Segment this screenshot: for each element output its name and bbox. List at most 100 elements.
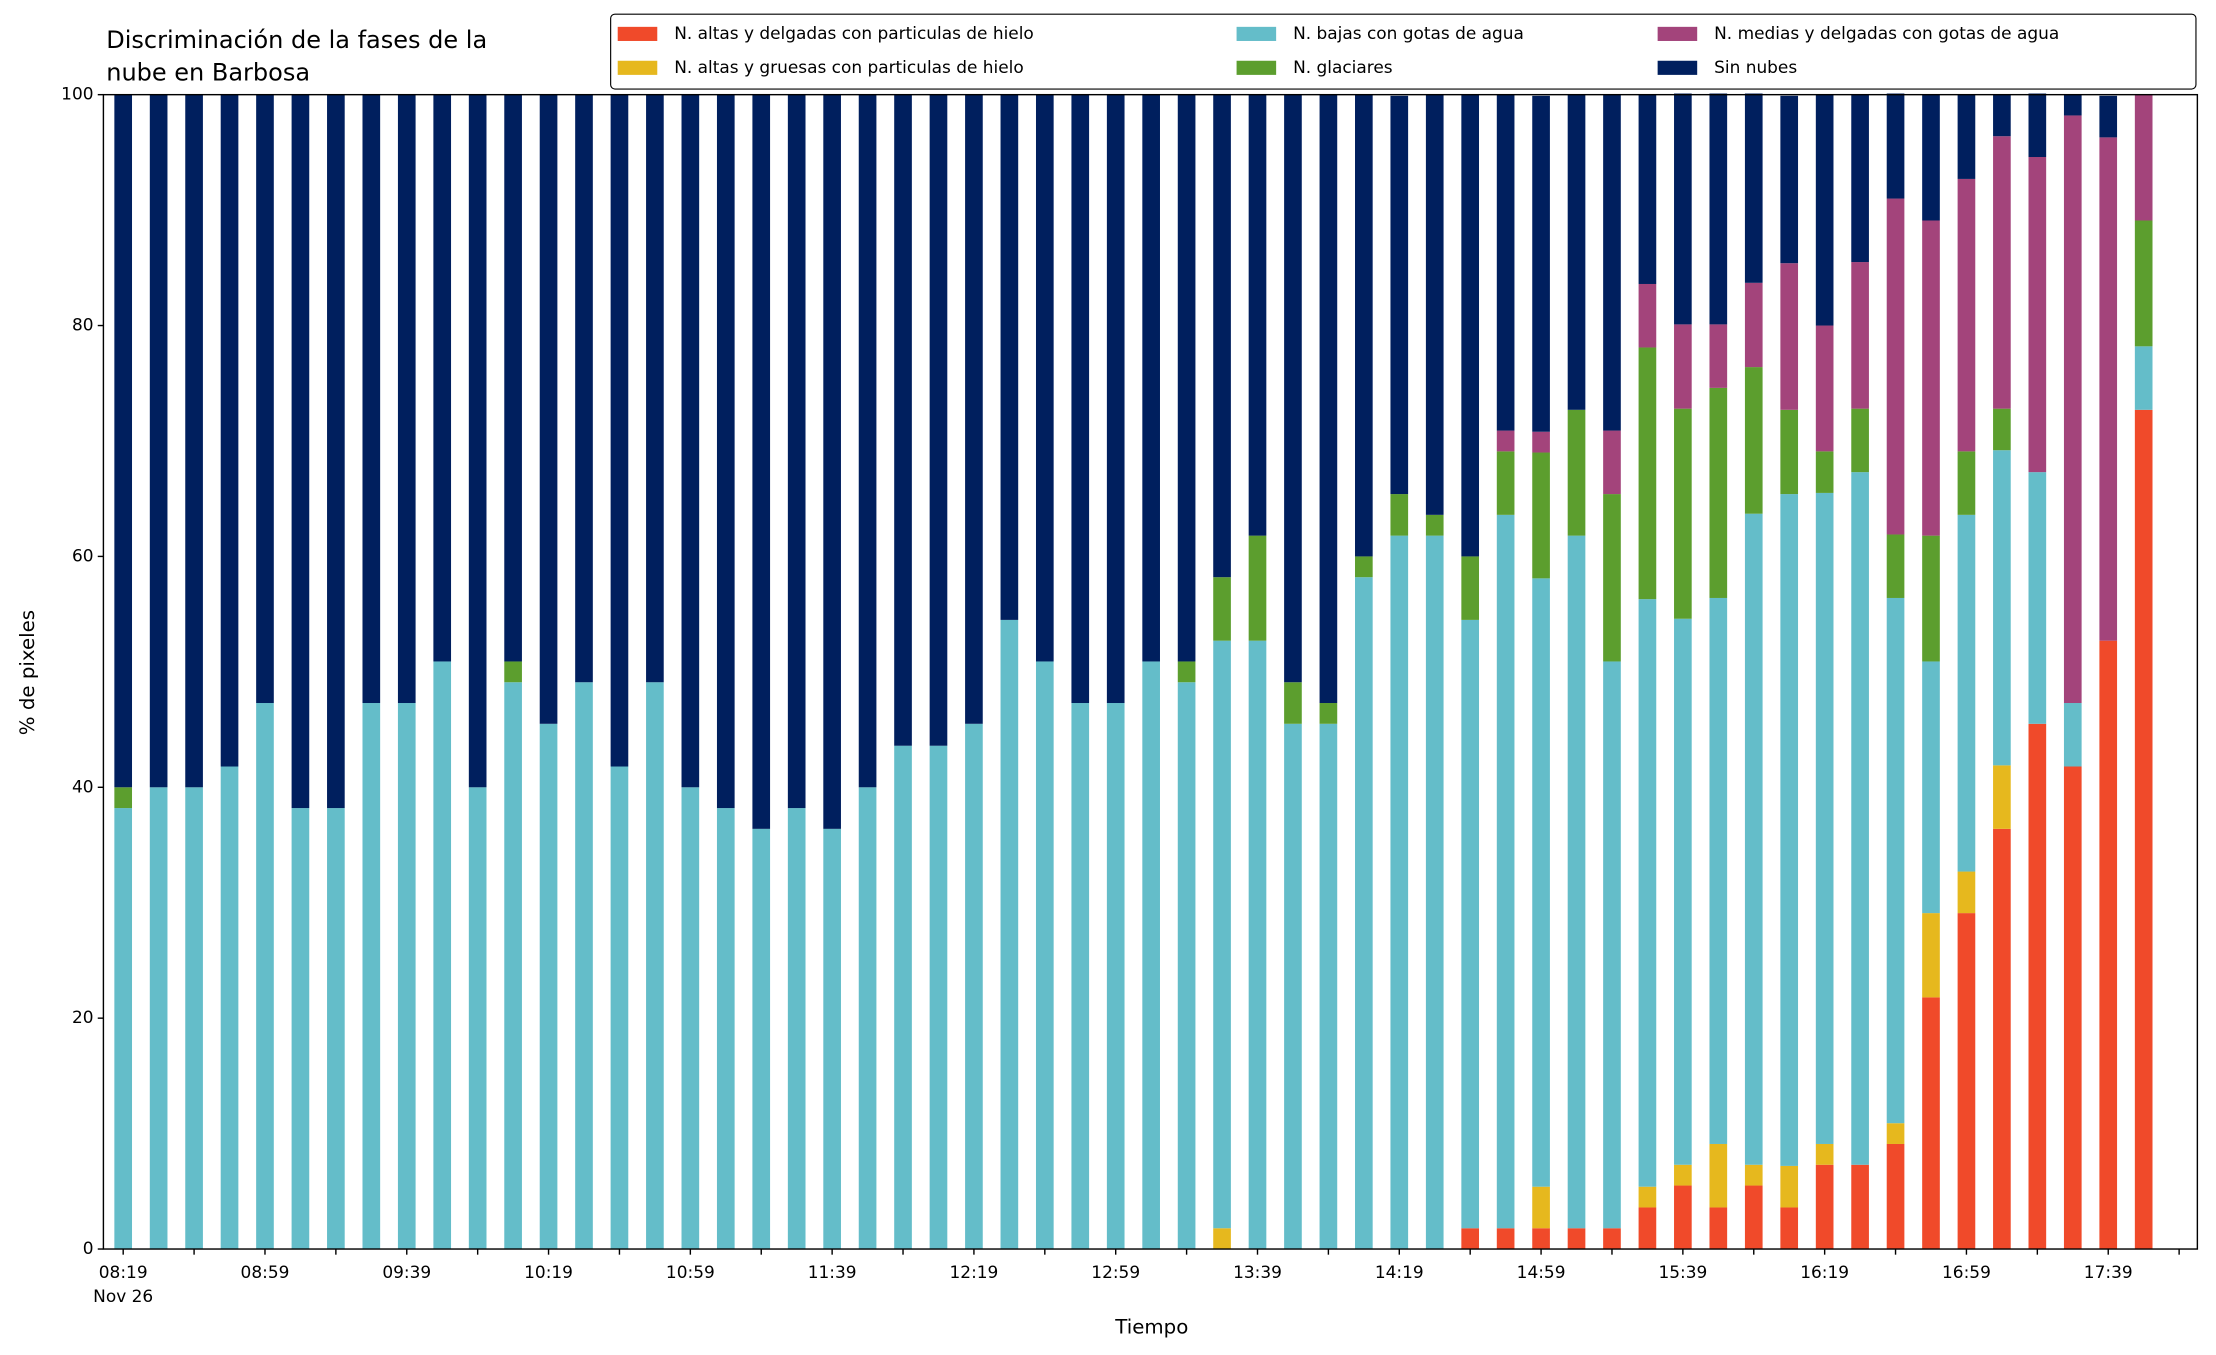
bar-segment: [1496, 514, 1515, 1229]
bar-segment: [1355, 577, 1373, 1250]
bar-segment: [1886, 1123, 1905, 1144]
bar-segment: [1638, 1207, 1657, 1250]
bar-segment: [149, 94, 168, 788]
bar-segment: [1496, 1228, 1515, 1250]
bar-segment: [1390, 494, 1409, 536]
bar-segment: [716, 808, 735, 1250]
bar-segment: [1922, 913, 1940, 998]
bar-segment: [256, 94, 274, 704]
bar-segment: [1957, 94, 1976, 179]
bar-segment: [1922, 661, 1940, 914]
bar-segment: [2099, 95, 2118, 138]
bar-segment: [1425, 535, 1444, 1250]
bar-segment: [1071, 94, 1090, 704]
bar-segment: [185, 94, 203, 788]
bar-segment: [1532, 95, 1550, 432]
bar-segment: [1425, 514, 1444, 536]
legend-label: Sin nubes: [1714, 57, 1797, 77]
bar-segment: [1993, 765, 2011, 829]
bar-segment: [1709, 1207, 1728, 1250]
bar-segment: [504, 661, 522, 683]
bar-segment: [468, 94, 487, 788]
bar-segment: [1496, 430, 1515, 452]
bar-segment: [1993, 94, 2011, 137]
bar-segment: [1248, 640, 1267, 1250]
bar-segment: [1425, 94, 1444, 515]
bar-segment: [1780, 1207, 1799, 1250]
bar-segment: [894, 745, 912, 1250]
bar-segment: [1674, 324, 1692, 409]
bar-segment: [646, 94, 664, 683]
bar-segment: [256, 703, 274, 1250]
x-tick-label: 14:59: [1517, 1262, 1566, 1282]
bar-segment: [1709, 324, 1728, 388]
bar-segment: [1957, 178, 1976, 452]
bar-segment: [894, 94, 912, 746]
chart-title: Discriminación de la fases de la: [106, 26, 487, 54]
bar-segment: [610, 94, 629, 767]
bar-segment: [1674, 93, 1692, 325]
bar-segment: [149, 787, 168, 1250]
x-tick-label: 09:39: [382, 1262, 431, 1282]
y-tick-label: 60: [72, 545, 94, 565]
x-tick-label: 12:19: [950, 1262, 999, 1282]
x-tick-label: 10:19: [524, 1262, 573, 1282]
bar-segment: [1851, 472, 1869, 1165]
bar-segment: [2028, 93, 2047, 158]
x-axis-label: Tiempo: [1114, 1316, 1188, 1339]
bar-segment: [1957, 451, 1976, 515]
bar-segment: [1957, 871, 1976, 914]
bar-segment: [2099, 640, 2118, 1250]
bar-segment: [327, 94, 345, 809]
bar-segment: [1638, 347, 1657, 600]
bar-segment: [1674, 408, 1692, 619]
bar-segment: [1177, 94, 1196, 662]
bar-segment: [1993, 136, 2011, 409]
bar-segment: [1532, 452, 1550, 579]
bar-segment: [220, 94, 239, 767]
bar-segment: [1603, 661, 1621, 1229]
x-date-label: Nov 26: [93, 1286, 153, 1306]
bar-segment: [1886, 1143, 1905, 1250]
bar-segment: [1532, 431, 1550, 453]
bar-segment: [185, 787, 203, 1250]
legend-swatch: [617, 60, 658, 75]
bar-segment: [1071, 703, 1090, 1250]
bar-segment: [1922, 94, 1940, 221]
bar-segment: [2063, 766, 2082, 1250]
bar-segment: [2134, 94, 2153, 221]
bar-segment: [787, 808, 806, 1250]
bar-segment: [1142, 661, 1160, 1250]
y-tick-label: 100: [61, 84, 93, 104]
bar-segment: [2063, 115, 2082, 704]
x-tick-label: 16:19: [1800, 1262, 1849, 1282]
bar-segment: [2028, 472, 2047, 724]
bar-segment: [1744, 282, 1763, 368]
bar-segment: [646, 682, 664, 1250]
x-tick-label: 12:59: [1091, 1262, 1140, 1282]
bar-segment: [1284, 723, 1302, 1250]
bar-segment: [1567, 535, 1586, 1229]
bar-segment: [114, 808, 133, 1250]
bar-segment: [1815, 94, 1834, 326]
bar-segment: [787, 94, 806, 809]
bar-segment: [1709, 597, 1728, 1144]
bar-segment: [362, 703, 381, 1250]
bar-segment: [1177, 682, 1196, 1250]
bar-segment: [1780, 95, 1799, 264]
bar-segment: [1780, 263, 1799, 410]
legend-swatch: [1657, 60, 1698, 75]
legend-swatch: [617, 26, 658, 41]
bar-segment: [1142, 94, 1160, 662]
bar-segment: [1744, 513, 1763, 1165]
bar-segment: [1461, 556, 1480, 620]
x-tick-label: 11:39: [808, 1262, 857, 1282]
bar-segment: [716, 94, 735, 809]
bar-segment: [1851, 94, 1869, 263]
y-tick-label: 20: [72, 1007, 94, 1027]
legend-swatch: [1657, 26, 1698, 41]
bar-segment: [610, 766, 629, 1250]
bar-segment: [823, 828, 841, 1250]
bar-segment: [858, 787, 877, 1250]
